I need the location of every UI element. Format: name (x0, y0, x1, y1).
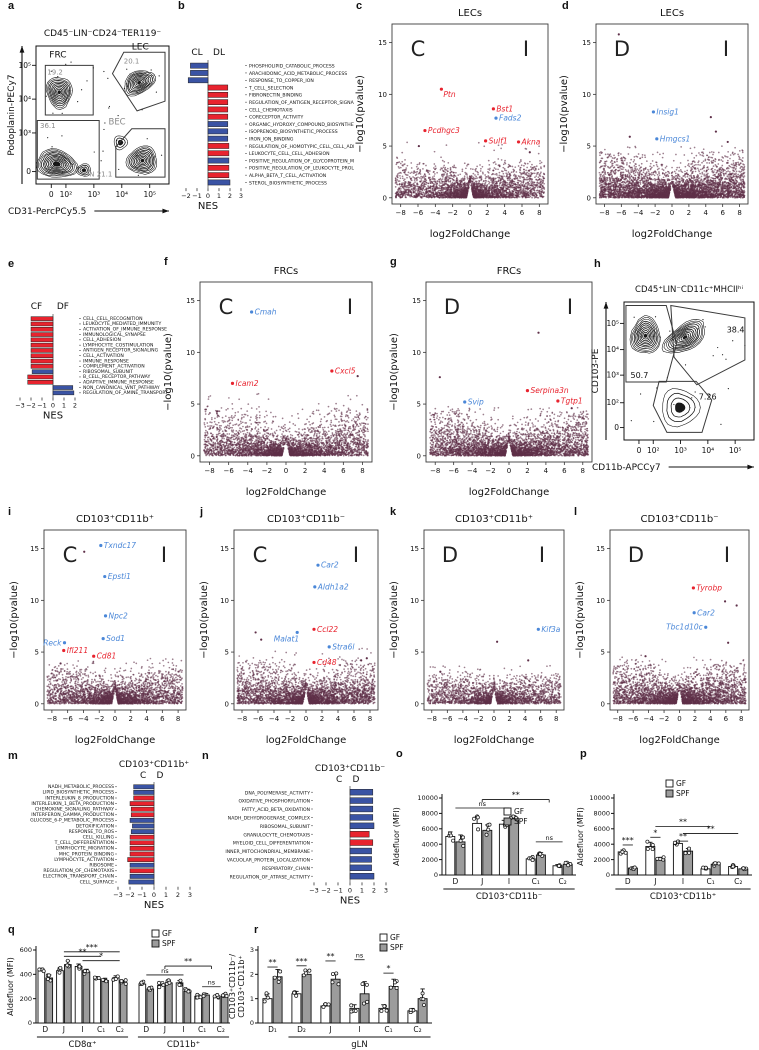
gsea-chart-cd103pos-cd11bneg (198, 758, 398, 910)
bar-chart-subset-ratio-gln (228, 928, 438, 1050)
bar-chart-aldefluor-cd8a-cd11b (6, 928, 236, 1050)
gsea-chart-cl-dl (174, 42, 354, 220)
gsea-chart-cf-df (6, 290, 171, 435)
volcano-cd103pos-cd11bneg-c-vs-i (196, 510, 388, 752)
panel-letter-n: n (202, 750, 209, 762)
volcano-lecs-c-vs-i (352, 4, 558, 246)
panel-letter-e: e (8, 258, 15, 270)
panel-letter-m: m (8, 750, 18, 762)
volcano-frcs-d-vs-i (386, 262, 602, 504)
flow-plot-cd103-cd11b (590, 264, 759, 504)
gsea-chart-cd103pos-cd11bpos (6, 758, 201, 910)
panel-letter-b: b (178, 0, 185, 12)
bar-chart-aldefluor-cd103pos-cd11bneg (392, 752, 582, 914)
volcano-cd103pos-cd11bpos-c-vs-i (6, 510, 196, 752)
volcano-lecs-d-vs-i (556, 4, 758, 246)
volcano-cd103pos-cd11bpos-d-vs-i (386, 510, 574, 752)
volcano-cd103pos-cd11bneg-d-vs-i (572, 510, 759, 752)
bar-chart-aldefluor-cd103pos-cd11bpos (576, 752, 758, 914)
volcano-frcs-c-vs-i (160, 262, 382, 504)
flow-plot-frc-lec (6, 6, 174, 238)
